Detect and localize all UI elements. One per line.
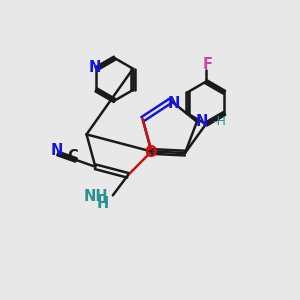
Text: -H: -H [212,115,226,128]
Text: O: O [144,146,156,160]
Text: N: N [88,60,101,75]
Text: H: H [97,196,109,211]
Text: N: N [167,96,180,111]
Text: F: F [202,57,212,72]
Text: N: N [196,114,208,129]
Text: NH: NH [84,189,108,204]
Text: N: N [50,142,63,158]
Text: C: C [67,149,78,164]
